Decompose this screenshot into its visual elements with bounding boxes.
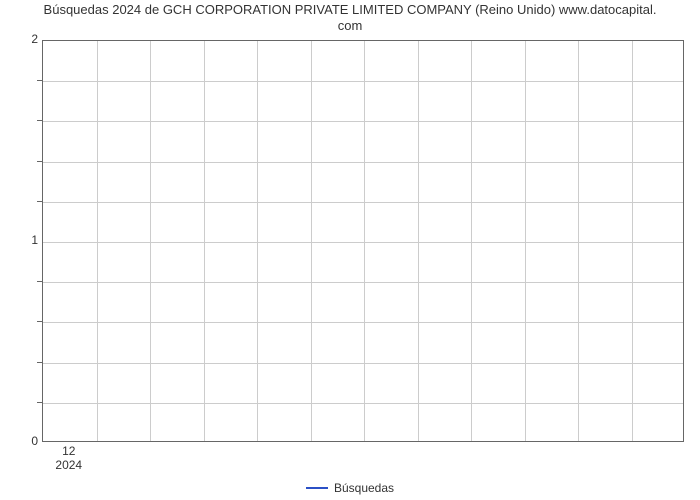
y-tick-label: 0	[10, 434, 38, 448]
grid-vline	[204, 41, 205, 441]
x-tick-label: 12	[62, 444, 75, 458]
chart-title: Búsquedas 2024 de GCH CORPORATION PRIVAT…	[0, 2, 700, 35]
y-minor-tick	[37, 402, 42, 403]
chart-title-line2: com	[338, 18, 363, 33]
y-minor-tick	[37, 161, 42, 162]
grid-hline	[43, 322, 683, 323]
grid-vline	[311, 41, 312, 441]
y-minor-tick	[37, 80, 42, 81]
grid-vline	[257, 41, 258, 441]
grid-hline	[43, 162, 683, 163]
y-minor-tick	[37, 120, 42, 121]
grid-vline	[97, 41, 98, 441]
legend-label: Búsquedas	[334, 481, 394, 495]
legend: Búsquedas	[0, 480, 700, 495]
grid-hline	[43, 282, 683, 283]
y-minor-tick	[37, 362, 42, 363]
y-minor-tick	[37, 321, 42, 322]
grid-vline	[632, 41, 633, 441]
grid-hline	[43, 363, 683, 364]
grid-vline	[525, 41, 526, 441]
y-tick-label: 1	[10, 233, 38, 247]
grid-hline	[43, 242, 683, 243]
grid-hline	[43, 121, 683, 122]
grid-hline	[43, 202, 683, 203]
y-minor-tick	[37, 201, 42, 202]
grid-hline	[43, 403, 683, 404]
grid-vline	[150, 41, 151, 441]
grid-vline	[418, 41, 419, 441]
legend-swatch	[306, 487, 328, 489]
y-minor-tick	[37, 281, 42, 282]
grid-hline	[43, 81, 683, 82]
y-tick-label: 2	[10, 32, 38, 46]
chart-title-line1: Búsquedas 2024 de GCH CORPORATION PRIVAT…	[44, 2, 657, 17]
plot-area	[42, 40, 684, 442]
x-year-label: 2024	[55, 458, 82, 472]
grid-vline	[578, 41, 579, 441]
grid-vline	[471, 41, 472, 441]
grid-vline	[364, 41, 365, 441]
